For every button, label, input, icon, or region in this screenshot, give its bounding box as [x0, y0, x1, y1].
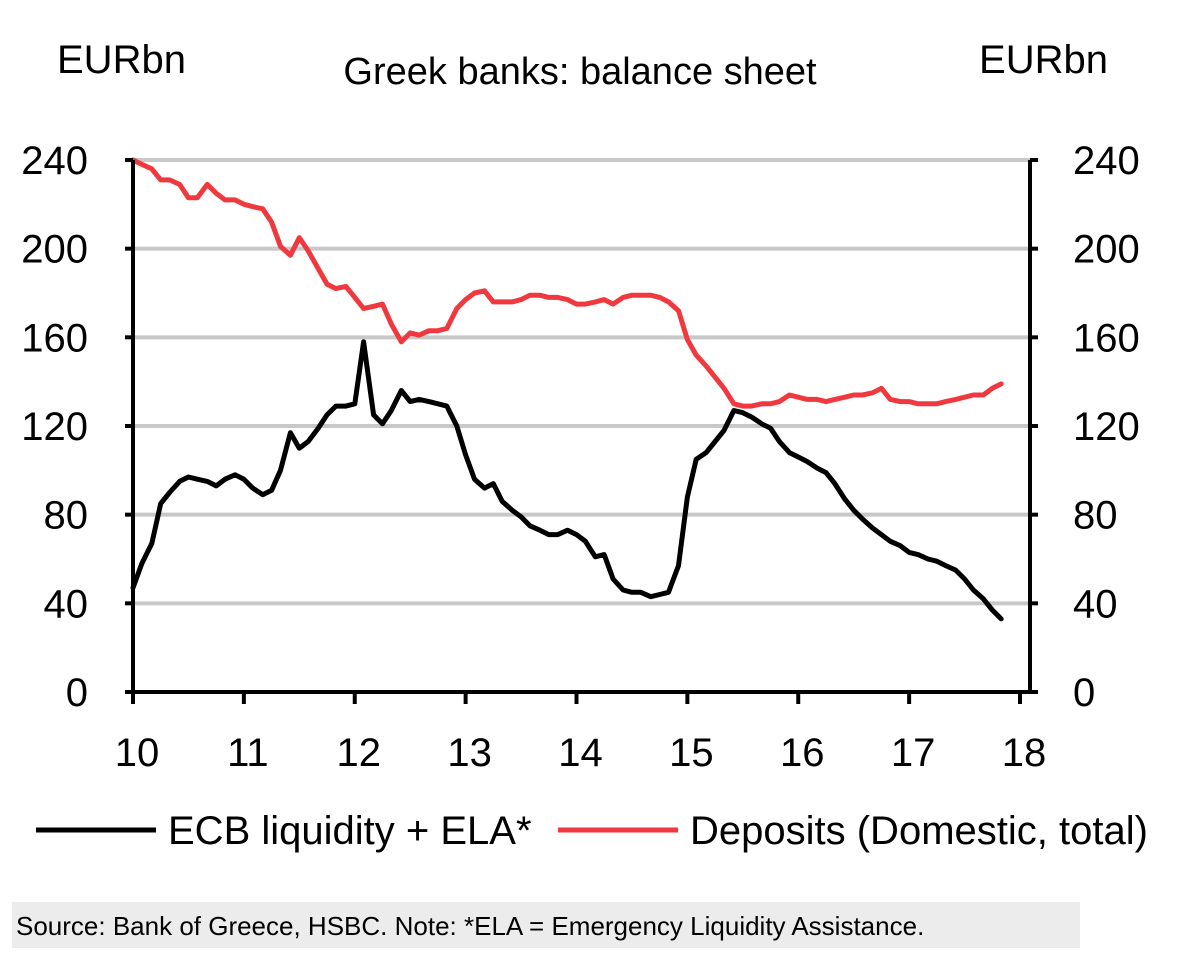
- x-tick-label-15: 15: [669, 731, 714, 775]
- legend-label-deposits: Deposits (Domestic, total): [690, 809, 1148, 853]
- right-y-ticks: 0 40 80 120 160 200 240: [1030, 139, 1140, 715]
- left-y-tick-label-240: 240: [21, 139, 88, 183]
- series-line-deposits: [130, 157, 1004, 409]
- right-y-tick-label-160: 160: [1073, 316, 1140, 360]
- left-unit-label: EURbn: [57, 38, 186, 82]
- right-y-tick-label-120: 120: [1073, 405, 1140, 449]
- left-y-tick-label-40: 40: [44, 582, 89, 626]
- x-ticks: 10 11 12 13 14 15 16 17 18: [115, 692, 1047, 775]
- right-y-tick-label-80: 80: [1073, 494, 1118, 538]
- left-y-tick-label-200: 200: [21, 228, 88, 272]
- legend: ECB liquidity + ELA* Deposits (Domestic,…: [36, 809, 1148, 853]
- source-note-background: [12, 902, 1080, 948]
- left-y-tick-label-160: 160: [21, 316, 88, 360]
- right-y-tick-label-240: 240: [1073, 139, 1140, 183]
- x-tick-label-12: 12: [337, 731, 382, 775]
- chart-title: Greek banks: balance sheet: [343, 51, 817, 93]
- x-tick-label-14: 14: [558, 731, 603, 775]
- right-y-tick-label-40: 40: [1073, 582, 1118, 626]
- left-y-ticks: 0 40 80 120 160 200 240: [21, 139, 133, 715]
- left-y-tick-label-120: 120: [21, 405, 88, 449]
- x-tick-label-17: 17: [891, 731, 936, 775]
- series-line-ecb-liquidity: [130, 339, 1004, 622]
- x-tick-label-16: 16: [780, 731, 825, 775]
- x-tick-label-13: 13: [447, 731, 492, 775]
- right-unit-label: EURbn: [979, 38, 1108, 82]
- left-y-tick-label-80: 80: [44, 494, 89, 538]
- x-tick-label-18: 18: [1002, 731, 1047, 775]
- right-y-tick-label-200: 200: [1073, 228, 1140, 272]
- x-tick-label-11: 11: [227, 731, 269, 775]
- right-y-tick-label-0: 0: [1073, 671, 1095, 715]
- series-layer: [130, 157, 1004, 622]
- legend-label-ecb: ECB liquidity + ELA*: [168, 809, 532, 853]
- x-tick-label-10: 10: [115, 731, 160, 775]
- left-y-tick-label-0: 0: [66, 671, 88, 715]
- source-note: Source: Bank of Greece, HSBC. Note: *ELA…: [16, 911, 924, 941]
